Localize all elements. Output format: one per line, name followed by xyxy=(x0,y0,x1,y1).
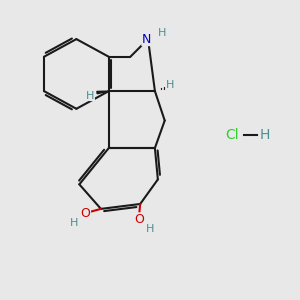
Polygon shape xyxy=(97,91,109,94)
Text: H: H xyxy=(158,28,166,38)
Text: H: H xyxy=(86,91,94,100)
Text: Cl: Cl xyxy=(226,128,239,142)
Text: N: N xyxy=(142,33,151,46)
Text: H: H xyxy=(70,218,79,228)
Text: O: O xyxy=(81,207,91,220)
Text: H: H xyxy=(166,80,174,90)
Text: O: O xyxy=(134,213,144,226)
Text: H: H xyxy=(260,128,270,142)
Text: H: H xyxy=(146,224,154,234)
